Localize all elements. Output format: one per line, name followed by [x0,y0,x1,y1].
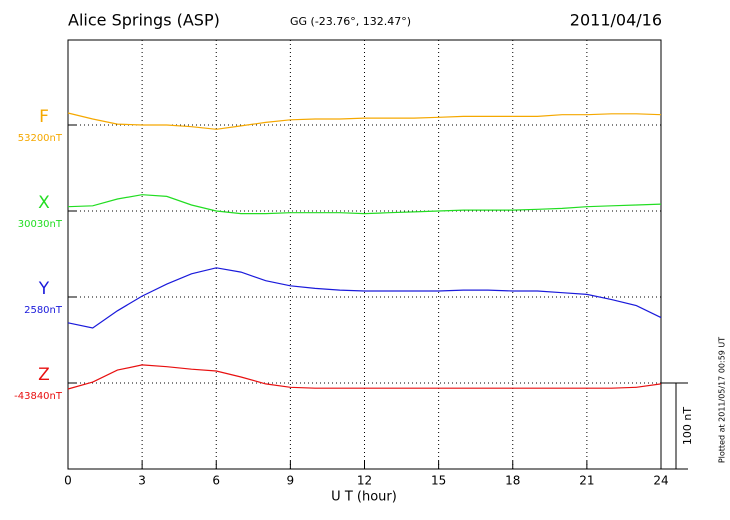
x-tick-label: 18 [505,474,520,488]
x-tick-label: 0 [64,474,72,488]
chart-subtitle: GG (-23.76°, 132.47°) [290,15,411,28]
series-name: Y [38,279,50,299]
series-line [67,194,662,215]
series-line [67,112,662,130]
x-tick-label: 9 [287,474,295,488]
plot-note: Plotted at 2011/05/17 00:59 UT [718,337,727,463]
scale-bar-label: 100 nT [681,407,694,445]
x-tick-label: 3 [138,474,146,488]
series-line [67,267,662,329]
baseline-label: 2580nT [24,305,63,316]
baseline-label: 30030nT [18,219,63,230]
chart-title: Alice Springs (ASP) [68,11,220,30]
series-name: Z [38,365,50,385]
chart-date: 2011/04/16 [570,11,662,30]
series-line [67,364,662,390]
baseline-label: 53200nT [18,133,63,144]
x-tick-label: 6 [212,474,220,488]
x-tick-label: 12 [357,474,372,488]
series-name: X [38,193,50,213]
x-tick-label: 15 [431,474,446,488]
x-tick-label: 24 [653,474,668,488]
x-tick-label: 21 [579,474,594,488]
baseline-label: -43840nT [14,391,63,402]
series-name: F [39,107,49,127]
x-axis-label: U T (hour) [331,490,397,505]
